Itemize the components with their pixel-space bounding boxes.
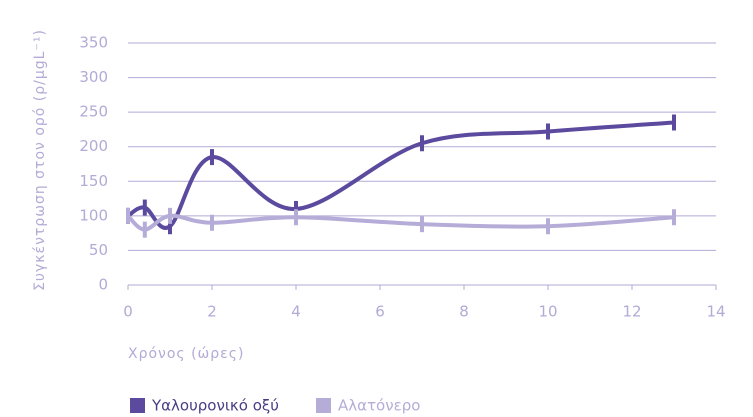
x-tick-label: 14 bbox=[706, 303, 725, 321]
legend-label: Υαλουρονικό οξύ bbox=[151, 397, 279, 415]
x-tick-label: 4 bbox=[291, 303, 301, 321]
x-tick-label: 0 bbox=[123, 303, 133, 321]
y-tick-label: 0 bbox=[98, 276, 108, 294]
y-tick-label: 50 bbox=[89, 241, 108, 259]
x-tick-label: 12 bbox=[622, 303, 641, 321]
y-tick-label: 300 bbox=[79, 68, 108, 86]
y-tick-label: 200 bbox=[79, 137, 108, 155]
x-tick-label: 8 bbox=[459, 303, 469, 321]
y-tick-label: 350 bbox=[79, 34, 108, 52]
series-line bbox=[126, 120, 675, 230]
legend-swatch bbox=[316, 398, 331, 413]
x-tick-label: 2 bbox=[207, 303, 217, 321]
series-line bbox=[126, 213, 675, 232]
x-axis-label: Χρόνος (ώρες) bbox=[128, 346, 244, 362]
y-axis-label: Συγκέντρωση στον ορό (ρ/μgL⁻¹) bbox=[32, 29, 48, 291]
y-tick-label: 150 bbox=[79, 172, 108, 190]
y-tick-label: 100 bbox=[79, 206, 108, 224]
x-tick-label: 10 bbox=[538, 303, 557, 321]
x-tick-label: 6 bbox=[375, 303, 385, 321]
legend-label: Αλατόνερο bbox=[338, 397, 420, 415]
y-tick-label: 250 bbox=[79, 103, 108, 121]
legend-swatch bbox=[130, 398, 145, 413]
